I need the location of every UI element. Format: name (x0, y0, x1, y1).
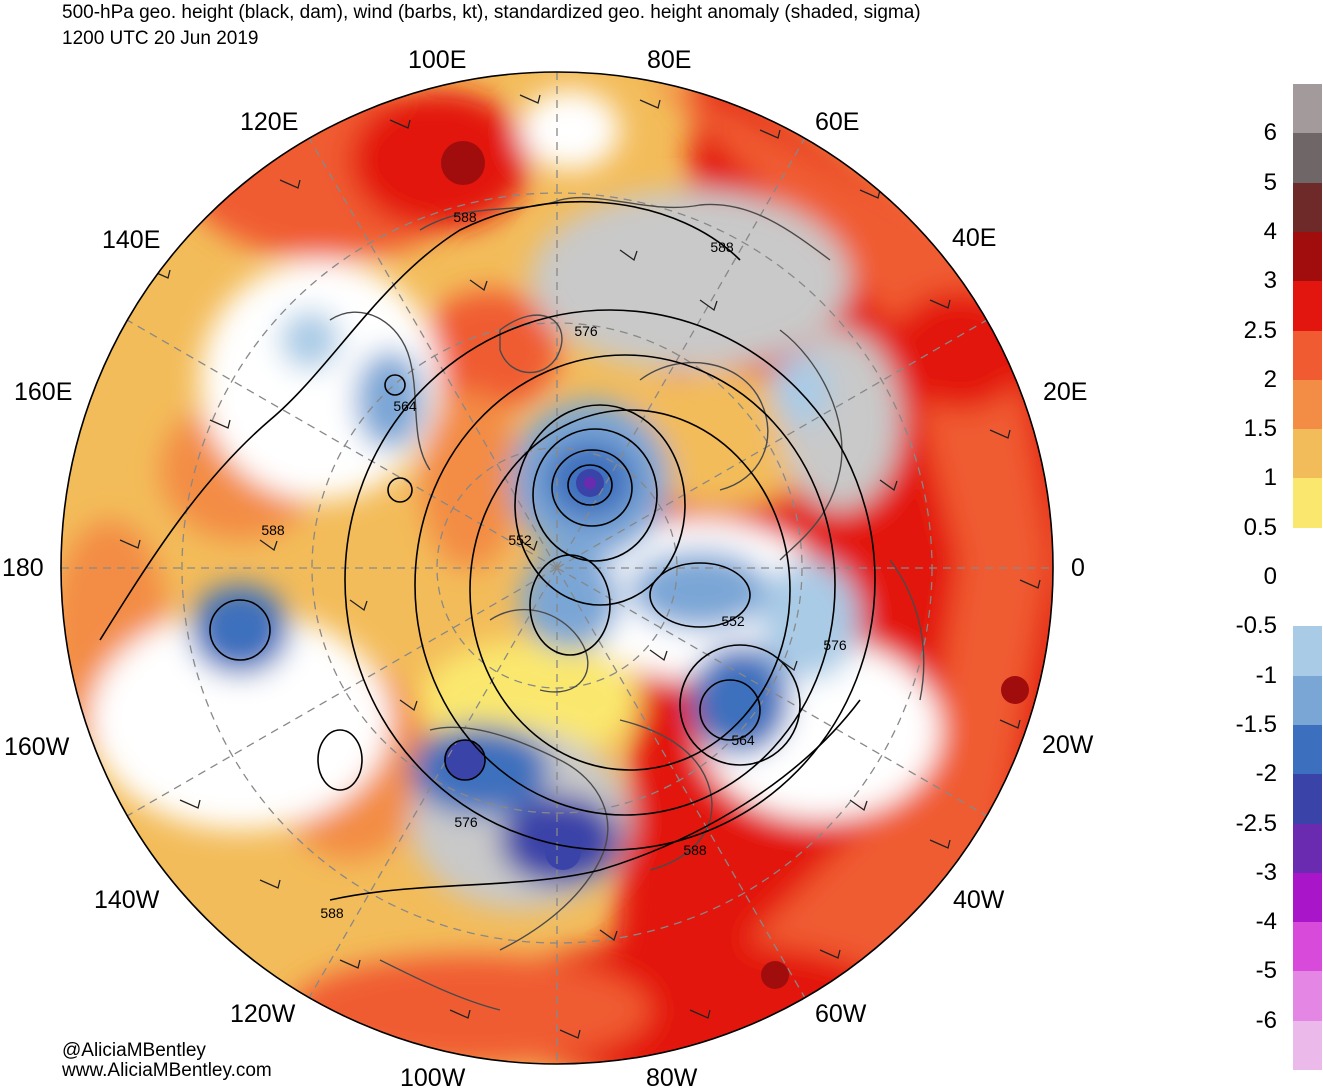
lon-label-100w: 100W (400, 1064, 466, 1092)
colorbar-swatch-light-blue (1293, 626, 1322, 677)
colorbar-swatch-blue (1293, 675, 1322, 726)
colorbar-label: -5 (1255, 957, 1277, 985)
contour-label: 576 (454, 814, 478, 830)
lon-label-120w: 120W (230, 1000, 296, 1028)
colorbar-label: -0.5 (1235, 612, 1277, 640)
colorbar-label: 6 (1263, 119, 1277, 147)
colorbar-label: -1.5 (1235, 710, 1277, 738)
colorbar-swatch-red (1293, 281, 1322, 331)
colorbar-swatch-purple (1293, 872, 1322, 923)
colorbar-label: 5 (1263, 168, 1277, 196)
height-contours (99, 200, 876, 901)
colorbar-swatch-white (1293, 577, 1322, 627)
credit-website: www.AliciaMBentley.com (62, 1060, 272, 1081)
lon-label-20e: 20E (1043, 378, 1088, 406)
valid-time: 1200 UTC 20 Jun 2019 (62, 28, 259, 49)
contour-label: 588 (453, 209, 477, 225)
contour-label: 588 (683, 842, 707, 858)
colorbar-label: -2 (1255, 760, 1277, 788)
colorbar-swatch-yellow (1293, 478, 1322, 529)
colorbar-swatch-light-magenta (1293, 971, 1322, 1022)
contour-label: 588 (710, 239, 734, 255)
contour-label: 564 (393, 398, 417, 414)
colorbar-swatch-lavender (1293, 1020, 1322, 1071)
lon-label-60e: 60E (815, 108, 860, 136)
lon-label-180: 180 (2, 554, 44, 582)
lon-label-140e: 140E (102, 226, 161, 254)
contour-label: 588 (261, 522, 285, 538)
colorbar-swatch-orange (1293, 379, 1322, 430)
lon-label-160e: 160E (14, 378, 73, 406)
colorbar-swatch-medium-blue (1293, 724, 1322, 775)
colorbar-swatch-red-orange (1293, 330, 1322, 381)
colorbar-swatch-brown (1293, 182, 1322, 233)
contour-label: 588 (320, 905, 344, 921)
lon-label-20w: 20W (1042, 731, 1094, 759)
colorbar (1293, 84, 1322, 1071)
colorbar-label: 1 (1263, 464, 1277, 492)
contour-label: 564 (731, 732, 755, 748)
lon-label-40e: 40E (952, 224, 997, 252)
colorbar-label: 4 (1263, 217, 1277, 245)
colorbar-label: 2.5 (1243, 316, 1277, 344)
colorbar-swatch-gray (1293, 84, 1322, 134)
colorbar-label: 3 (1263, 267, 1277, 295)
colorbar-label: -3 (1255, 858, 1277, 886)
colorbar-label: -4 (1255, 908, 1277, 936)
colorbar-label: 0 (1263, 563, 1277, 590)
colorbar-label: 1.5 (1243, 415, 1277, 443)
lon-label-100e: 100E (408, 46, 467, 74)
map-title: 500-hPa geo. height (black, dam), wind (… (62, 2, 921, 23)
colorbar-swatch-dark-blue (1293, 774, 1322, 824)
colorbar-swatch-white (1293, 527, 1322, 578)
colorbar-label: 2 (1263, 365, 1277, 393)
lon-label-60w: 60W (815, 1000, 867, 1028)
lon-label-80w: 80W (646, 1064, 698, 1092)
map-boundary (60, 71, 1054, 1065)
lon-label-0: 0 (1071, 554, 1085, 582)
contour-label: 552 (508, 532, 532, 548)
contour-label: 552 (721, 613, 745, 629)
lon-label-140w: 140W (94, 886, 160, 914)
colorbar-label: -1 (1255, 661, 1277, 689)
credit-handle: @AliciaMBentley (62, 1040, 206, 1061)
contour-labels: 588 588 576 564 588 552 552 576 564 576 … (261, 209, 847, 921)
lon-label-160w: 160W (4, 733, 70, 761)
graticule (61, 72, 1053, 1064)
lon-label-80e: 80E (647, 46, 692, 74)
contour-label: 576 (574, 323, 598, 339)
colorbar-label: -2.5 (1235, 809, 1277, 837)
lon-label-40w: 40W (953, 886, 1005, 914)
colorbar-label: 0.5 (1243, 513, 1277, 541)
colorbar-swatch-magenta (1293, 922, 1322, 972)
wind-barbs (119, 94, 1041, 1039)
colorbar-label: -6 (1255, 1006, 1277, 1034)
lon-label-120e: 120E (240, 108, 299, 136)
colorbar-swatch-light-orange (1293, 429, 1322, 479)
colorbar-swatch-dark-red (1293, 231, 1322, 282)
colorbar-swatch-dark-gray (1293, 133, 1322, 184)
colorbar-swatch-indigo (1293, 823, 1322, 874)
contour-label: 576 (823, 637, 847, 653)
